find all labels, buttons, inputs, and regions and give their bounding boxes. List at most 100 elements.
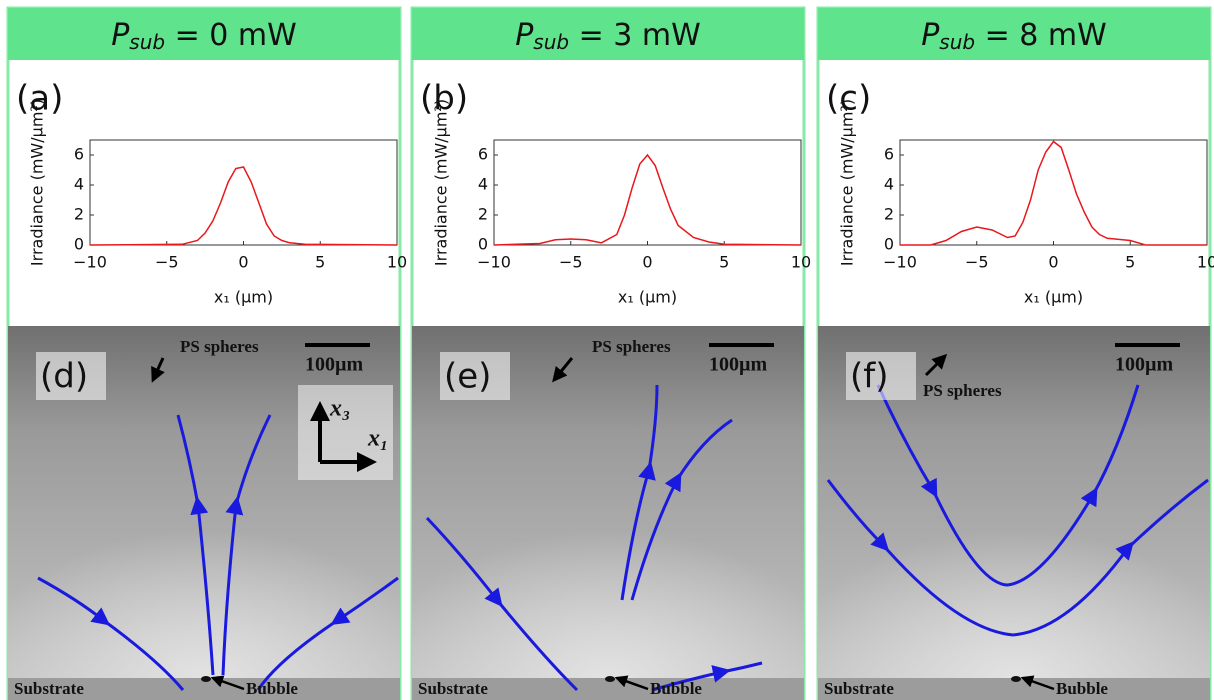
substrate-label: Substrate xyxy=(824,679,894,698)
irradiance-line xyxy=(493,153,802,246)
streamline xyxy=(876,384,1009,587)
title-rest: = 0 mW xyxy=(165,18,297,53)
spheres-arrow xyxy=(924,353,948,377)
x-tick-label: −5 xyxy=(965,253,989,272)
bubble xyxy=(1011,676,1021,682)
y-axis-label: Irradiance (mW/µm²) xyxy=(838,99,857,266)
streamline xyxy=(425,516,579,692)
x-tick-label: −5 xyxy=(559,253,583,272)
spheres-label: PS spheres xyxy=(923,381,1002,400)
bubble-label: Bubble xyxy=(1056,679,1108,698)
axis-vertical-label: x₃ xyxy=(329,396,350,422)
streamline xyxy=(1007,384,1140,587)
x-tick-label: 10 xyxy=(387,253,407,272)
substrate-band xyxy=(8,678,400,700)
panel-header xyxy=(818,8,1210,60)
irradiance-line xyxy=(900,140,1207,246)
title-symbol: P xyxy=(921,18,940,53)
chart-label: (b) xyxy=(420,79,468,119)
y-tick-label: 4 xyxy=(478,175,488,194)
y-axis-label: Irradiance (mW/µm²) xyxy=(432,99,451,266)
irradiance-line xyxy=(89,166,398,246)
title-subscript: sub xyxy=(533,30,569,54)
image-label: (f) xyxy=(850,357,889,397)
x-tick-label: −10 xyxy=(883,253,917,272)
y-tick-label: 4 xyxy=(74,175,84,194)
x-tick-label: 5 xyxy=(719,253,729,272)
y-tick-label: 2 xyxy=(478,205,488,224)
x-tick-label: −10 xyxy=(477,253,511,272)
title-subscript: sub xyxy=(129,30,165,54)
panel-title: Psub = 0 mW xyxy=(111,18,297,54)
title-subscript: sub xyxy=(939,30,975,54)
scale-label: 100µm xyxy=(709,354,768,376)
y-tick-label: 0 xyxy=(74,235,84,254)
substrate-label: Substrate xyxy=(14,679,84,698)
label-box xyxy=(846,352,916,400)
y-tick-label: 0 xyxy=(884,235,894,254)
streamline xyxy=(630,418,733,601)
y-tick-label: 2 xyxy=(74,205,84,224)
x-tick-label: 10 xyxy=(1197,253,1214,272)
streamline xyxy=(37,576,185,691)
micrograph-glow xyxy=(412,430,804,680)
x-tick-label: 0 xyxy=(642,253,652,272)
x-tick-label: 5 xyxy=(1125,253,1135,272)
scale-label: 100µm xyxy=(305,354,364,376)
spheres-arrow xyxy=(552,357,574,383)
bubble-label: Bubble xyxy=(650,679,702,698)
x-tick-label: −10 xyxy=(73,253,107,272)
bubble-arrow xyxy=(1020,675,1055,691)
bubble xyxy=(201,676,211,682)
label-box xyxy=(440,352,510,400)
x-tick-label: 10 xyxy=(791,253,811,272)
title-rest: = 8 mW xyxy=(975,18,1107,53)
axis-horizontal-label: x₁ xyxy=(367,426,388,452)
streamline xyxy=(826,479,1014,637)
x-axis-label: x₁ (µm) xyxy=(1024,288,1083,307)
streamline xyxy=(176,414,215,676)
x-tick-label: 0 xyxy=(1048,253,1058,272)
x-axis-label: x₁ (µm) xyxy=(618,288,677,307)
streamline xyxy=(620,384,659,601)
bubble-arrow xyxy=(210,675,245,691)
panel-header xyxy=(8,8,400,60)
y-tick-label: 6 xyxy=(478,145,488,164)
bubble xyxy=(605,676,615,682)
spheres-label: PS spheres xyxy=(180,337,259,356)
y-tick-label: 2 xyxy=(884,205,894,224)
image-label: (d) xyxy=(40,357,88,397)
micrograph-glow xyxy=(818,430,1210,680)
streamline xyxy=(1012,478,1209,637)
streamline xyxy=(221,414,272,676)
panel-header xyxy=(412,8,804,60)
bubble-label: Bubble xyxy=(246,679,298,698)
title-rest: = 3 mW xyxy=(569,18,701,53)
substrate-band xyxy=(412,678,804,700)
x-tick-label: 0 xyxy=(238,253,248,272)
panel-title: Psub = 3 mW xyxy=(515,18,701,54)
scale-label: 100µm xyxy=(1115,354,1174,376)
x-tick-label: 5 xyxy=(315,253,325,272)
substrate-label: Substrate xyxy=(418,679,488,698)
spheres-label: PS spheres xyxy=(592,337,671,356)
x-axis-label: x₁ (µm) xyxy=(214,288,273,307)
substrate-band xyxy=(818,678,1210,700)
spheres-arrow xyxy=(151,357,165,383)
x-tick-label: −5 xyxy=(155,253,179,272)
panel-title: Psub = 8 mW xyxy=(921,18,1107,54)
streamline xyxy=(256,576,399,691)
bubble-arrow xyxy=(614,675,649,691)
y-axis-label: Irradiance (mW/µm²) xyxy=(28,99,47,266)
streamline xyxy=(651,661,763,692)
y-tick-label: 0 xyxy=(478,235,488,254)
title-symbol: P xyxy=(111,18,130,53)
image-label: (e) xyxy=(444,357,491,397)
y-tick-label: 6 xyxy=(884,145,894,164)
chart-label: (c) xyxy=(826,79,871,119)
title-symbol: P xyxy=(515,18,534,53)
label-box xyxy=(36,352,106,400)
y-tick-label: 4 xyxy=(884,175,894,194)
